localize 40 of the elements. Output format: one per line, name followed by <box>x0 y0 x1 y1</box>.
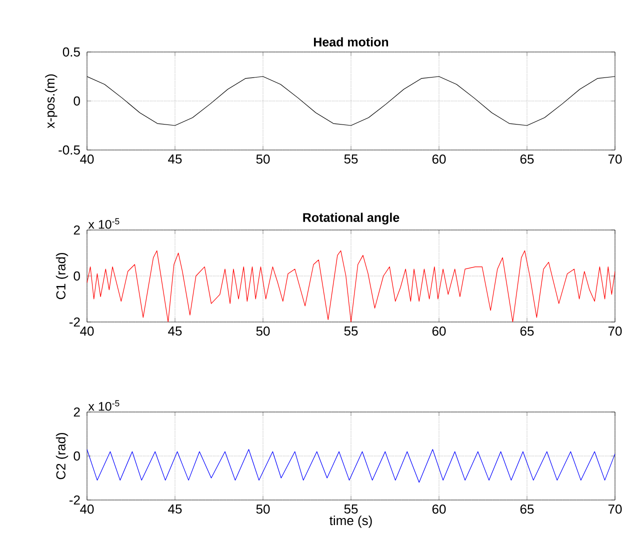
x-tick-label: 70 <box>608 326 622 336</box>
x-axis-title: time (s) <box>330 516 372 528</box>
y-axis-title: C2 (rad) <box>56 432 68 480</box>
x-tick-label: 40 <box>80 504 94 514</box>
x-tick-label: 45 <box>168 326 182 336</box>
x-tick-label: 65 <box>520 326 534 336</box>
line-series <box>87 250 616 322</box>
x-tick-label: 45 <box>168 504 182 514</box>
y-axis-title: C1 (rad) <box>56 252 68 300</box>
y-tick-label: 0 <box>74 96 80 106</box>
y-axis-title: x-pos.(m) <box>45 74 58 128</box>
y-tick-label: 0.5 <box>62 47 80 57</box>
y-tick-label: 0 <box>74 271 80 281</box>
x-tick-label: 50 <box>256 504 270 514</box>
x-tick-label: 50 <box>256 154 270 164</box>
y-tick-label: -2 <box>69 495 80 505</box>
x-tick-label: 55 <box>344 154 358 164</box>
text: x 10$^{-5}$ <box>88 400 120 411</box>
x-tick-label: 55 <box>344 326 358 336</box>
x-tick-label: 60 <box>432 154 446 164</box>
x-tick-label: 40 <box>80 154 94 164</box>
x-tick-label: 65 <box>520 504 534 514</box>
x-tick-label: 45 <box>168 154 182 164</box>
x-tick-label: 40 <box>80 326 94 336</box>
y-tick-label: -0.5 <box>58 145 80 155</box>
x-tick-label: 50 <box>256 326 270 336</box>
chart-title: Head motion <box>314 37 388 46</box>
x-tick-label: 55 <box>344 504 358 514</box>
chart-title: Rotational angle <box>303 212 400 224</box>
x-tick-label: 65 <box>520 154 534 164</box>
y-tick-label: 0 <box>74 451 80 461</box>
y-tick-label: -2 <box>69 317 80 327</box>
line-series <box>87 449 616 483</box>
x-tick-label: 70 <box>608 504 622 514</box>
text: x 10$^{-5}$ <box>88 218 120 229</box>
x-tick-label: 70 <box>608 154 622 164</box>
y-tick-label: 2 <box>74 225 80 235</box>
x-tick-label: 60 <box>432 326 446 336</box>
y-tick-label: 2 <box>74 407 80 417</box>
x-tick-label: 60 <box>432 504 446 514</box>
